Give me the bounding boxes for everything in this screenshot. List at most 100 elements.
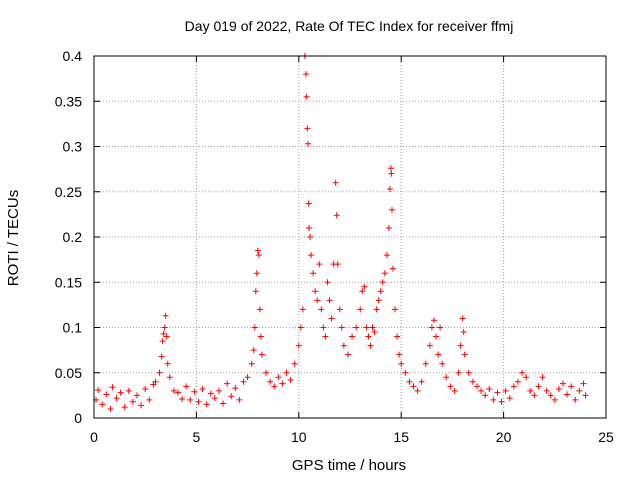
data-point xyxy=(220,400,227,407)
data-point xyxy=(582,392,589,399)
axes: 0 5 10 15 20 25 0 0.05 0.1 0.15 0.2 0.25 0.3 0.35 0.4 xyxy=(55,48,614,445)
data-point xyxy=(460,329,467,336)
data-point xyxy=(473,383,480,390)
data-point xyxy=(258,351,265,358)
data-point xyxy=(236,396,243,403)
data-point xyxy=(103,391,110,398)
y-tick-label: 0.3 xyxy=(63,139,83,155)
data-point xyxy=(494,389,501,396)
data-point xyxy=(113,395,120,402)
data-point xyxy=(328,315,335,322)
data-point xyxy=(388,170,395,177)
data-point xyxy=(388,206,395,213)
data-point xyxy=(248,360,255,367)
data-point xyxy=(443,374,450,381)
data-point xyxy=(256,306,263,313)
data-point xyxy=(312,288,319,295)
data-point xyxy=(535,383,542,390)
data-point xyxy=(572,396,579,403)
data-point xyxy=(255,252,262,259)
data-point xyxy=(478,387,485,394)
x-tick-label: 20 xyxy=(496,429,512,445)
data-point xyxy=(375,297,382,304)
y-tick-label: 0.05 xyxy=(55,365,82,381)
data-point xyxy=(152,378,159,385)
data-point xyxy=(322,333,329,340)
data-point xyxy=(224,380,231,387)
data-point xyxy=(461,351,468,358)
data-point xyxy=(398,360,405,367)
data-point xyxy=(510,383,517,390)
chart-title: Day 019 of 2022, Rate Of TEC Index for r… xyxy=(185,18,514,34)
y-tick-label: 0.15 xyxy=(55,274,82,290)
data-point xyxy=(174,389,181,396)
y-tick-label: 0.35 xyxy=(55,93,82,109)
x-tick-label: 10 xyxy=(291,429,307,445)
data-point xyxy=(187,396,194,403)
data-point xyxy=(303,93,310,100)
data-point xyxy=(580,380,587,387)
data-point xyxy=(353,324,360,331)
data-point xyxy=(386,186,393,193)
data-marks xyxy=(93,53,589,412)
data-point xyxy=(240,378,247,385)
data-point xyxy=(299,306,306,313)
data-point xyxy=(166,374,173,381)
data-point xyxy=(490,396,497,403)
data-point xyxy=(344,351,351,358)
data-point xyxy=(502,387,509,394)
data-point xyxy=(142,386,149,393)
data-point xyxy=(381,270,388,277)
data-point xyxy=(304,125,311,132)
data-point xyxy=(170,387,177,394)
data-point xyxy=(422,360,429,367)
data-point xyxy=(252,288,259,295)
data-point xyxy=(334,261,341,268)
x-tick-label: 5 xyxy=(193,429,201,445)
data-point xyxy=(117,389,124,396)
data-point xyxy=(349,333,356,340)
data-point xyxy=(263,369,270,376)
data-point xyxy=(244,374,251,381)
data-point xyxy=(251,324,258,331)
data-point xyxy=(159,338,166,345)
y-tick-label: 0.25 xyxy=(55,184,82,200)
data-point xyxy=(267,378,274,385)
data-point xyxy=(99,401,106,408)
data-point xyxy=(459,315,466,322)
data-point xyxy=(455,369,462,376)
data-point xyxy=(326,297,333,304)
data-point xyxy=(336,306,343,313)
data-point xyxy=(394,333,401,340)
data-point xyxy=(428,324,435,331)
data-point xyxy=(498,398,505,405)
y-tick-label: 0 xyxy=(74,410,82,426)
data-point xyxy=(203,401,210,408)
data-point xyxy=(402,369,409,376)
data-point xyxy=(396,351,403,358)
data-point xyxy=(125,387,132,394)
data-point xyxy=(228,393,235,400)
data-point xyxy=(465,369,472,376)
data-point xyxy=(318,306,325,313)
data-point xyxy=(232,385,239,392)
data-point xyxy=(435,351,442,358)
data-point xyxy=(506,395,513,402)
data-point xyxy=(531,392,538,399)
data-point xyxy=(271,383,278,390)
data-point xyxy=(146,396,153,403)
data-point xyxy=(295,342,302,349)
data-point xyxy=(162,312,169,319)
data-point xyxy=(361,283,368,290)
data-point xyxy=(514,378,521,385)
data-point xyxy=(547,392,554,399)
data-point xyxy=(576,387,583,394)
x-tick-label: 15 xyxy=(393,429,409,445)
data-point xyxy=(519,369,526,376)
data-point xyxy=(447,383,454,390)
data-point xyxy=(363,324,370,331)
data-point xyxy=(340,342,347,349)
data-point xyxy=(279,380,286,387)
data-point xyxy=(486,386,493,393)
